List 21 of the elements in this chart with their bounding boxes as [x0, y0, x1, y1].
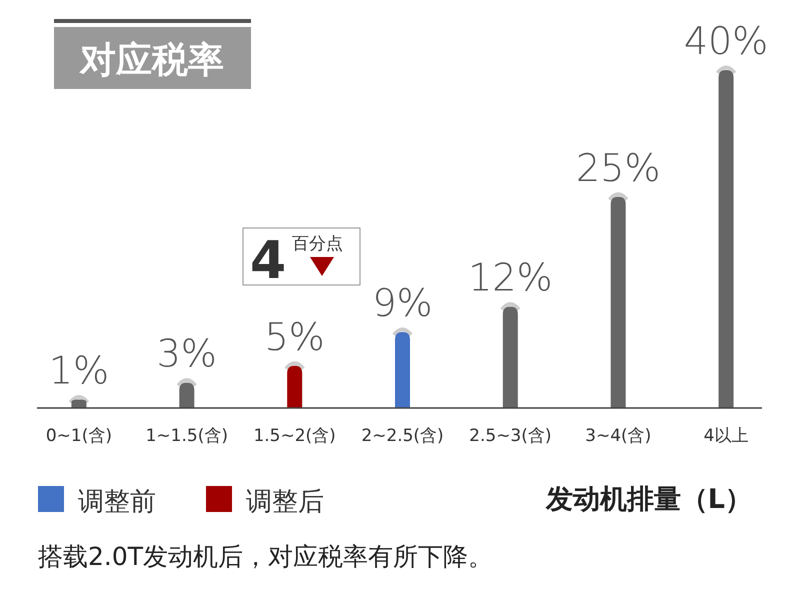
data-label: 25%: [576, 146, 660, 190]
legend-label: 调整后: [246, 487, 324, 517]
x-tick-label: 4以上: [704, 426, 748, 446]
legend-label: 调整前: [78, 487, 156, 517]
x-tick-label: 2~2.5(含): [361, 426, 444, 446]
data-label: 12%: [468, 256, 553, 300]
annotation: 4: [250, 231, 286, 291]
annotation: 百分点: [292, 234, 343, 254]
x-axis-title: 发动机排量（L）: [544, 484, 752, 515]
data-label: 5%: [264, 314, 325, 359]
x-tick-label: 0~1(含): [46, 426, 112, 446]
chart-title: 对应税率: [79, 40, 224, 81]
text: 搭载2.0T发动机后，对应税率有所下降。: [38, 542, 494, 571]
x-tick-label: 2.5~3(含): [469, 426, 552, 446]
data-label: 40%: [684, 19, 768, 63]
data-label: 3%: [156, 332, 217, 376]
x-tick-label: 1.5~2(含): [253, 426, 336, 446]
x-tick-label: 3~4(含): [585, 426, 652, 446]
data-label: 9%: [372, 280, 433, 325]
x-tick-label: 1~1.5(含): [146, 426, 228, 446]
data-label: 1%: [48, 348, 110, 393]
